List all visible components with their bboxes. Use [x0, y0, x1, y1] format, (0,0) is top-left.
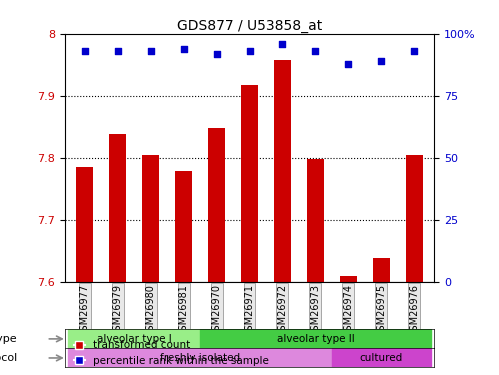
Text: GSM26971: GSM26971: [245, 284, 254, 337]
Bar: [109, 134, 126, 282]
Bar: [373, 258, 390, 282]
Text: alveolar type I: alveolar type I: [97, 334, 172, 344]
Point: [213, 51, 221, 57]
Text: protocol: protocol: [0, 353, 17, 363]
Text: cultured: cultured: [360, 353, 403, 363]
Text: GSM26970: GSM26970: [212, 284, 222, 337]
Text: GSM26979: GSM26979: [113, 284, 123, 337]
Text: alveolar type II: alveolar type II: [276, 334, 354, 344]
Point: [114, 48, 122, 54]
Text: GSM26980: GSM26980: [146, 284, 156, 337]
Point: [344, 60, 352, 66]
Point: [278, 40, 286, 46]
Point: [410, 48, 418, 54]
Bar: [142, 154, 159, 282]
Text: cell type: cell type: [0, 334, 17, 344]
Bar: [406, 154, 423, 282]
Bar: [332, 348, 431, 368]
Title: GDS877 / U53858_at: GDS877 / U53858_at: [177, 19, 322, 33]
Bar: [175, 171, 192, 282]
Legend: transformed count, percentile rank within the sample: transformed count, percentile rank withi…: [70, 336, 273, 370]
Bar: [340, 276, 357, 282]
Point: [246, 48, 253, 54]
Bar: [241, 85, 258, 282]
Text: GSM26973: GSM26973: [310, 284, 320, 337]
Text: freshly isolated: freshly isolated: [160, 353, 240, 363]
Bar: [76, 167, 93, 282]
Point: [81, 48, 89, 54]
Point: [147, 48, 155, 54]
Text: GSM26977: GSM26977: [80, 284, 90, 337]
Bar: [68, 329, 200, 348]
Text: GSM26972: GSM26972: [277, 284, 287, 337]
Text: GSM26975: GSM26975: [376, 284, 386, 337]
Point: [377, 58, 385, 64]
Point: [311, 48, 319, 54]
Bar: [274, 60, 291, 282]
Text: GSM26976: GSM26976: [409, 284, 419, 337]
Bar: [307, 159, 324, 282]
Bar: [208, 128, 225, 282]
Bar: [200, 329, 431, 348]
Text: GSM26981: GSM26981: [179, 284, 189, 337]
Bar: [68, 348, 332, 368]
Point: [180, 46, 188, 52]
Text: GSM26974: GSM26974: [343, 284, 353, 337]
